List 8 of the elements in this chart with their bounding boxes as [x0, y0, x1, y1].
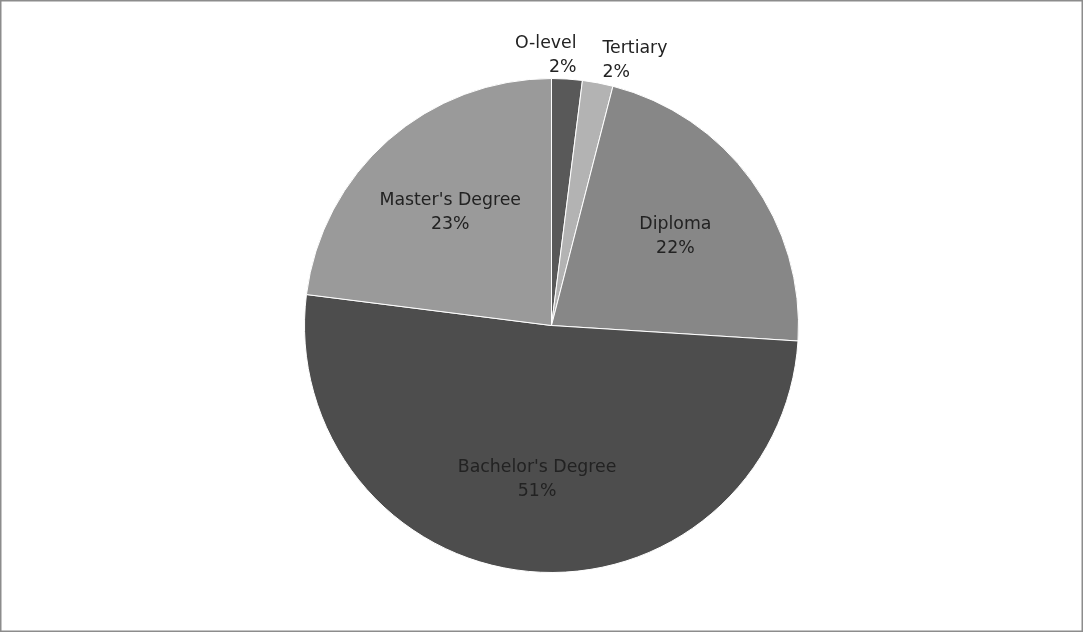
data-label: 23%: [430, 212, 470, 233]
data-label: 2%: [602, 60, 630, 81]
slice-label: O-level: [514, 32, 577, 53]
slice-label: Master's Degree: [379, 188, 521, 209]
data-label: 22%: [656, 237, 695, 258]
slice-label: Diploma: [639, 213, 712, 234]
data-label: 2%: [549, 56, 577, 77]
slice-label: Tertiary: [601, 36, 668, 57]
